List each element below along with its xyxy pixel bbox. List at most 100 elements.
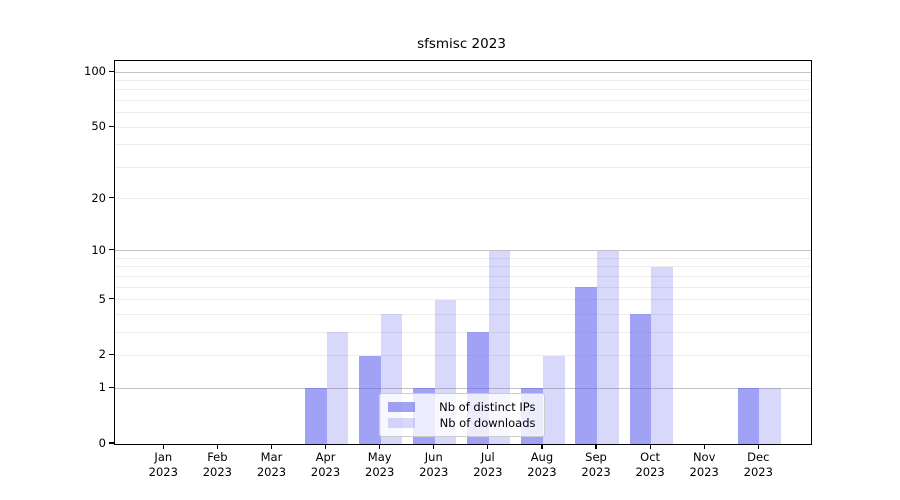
bar-downloads [651, 267, 673, 444]
x-tick-year: 2023 [527, 465, 557, 479]
plot-area: Nb of distinct IPs Nb of downloads [113, 59, 812, 445]
x-axis-tick-label: Aug 2023 [512, 450, 572, 480]
x-tick-mark [703, 444, 705, 449]
x-tick-month: Jul [480, 450, 495, 464]
gridline-minor [114, 258, 811, 259]
x-tick-month: Feb [207, 450, 228, 464]
legend: Nb of distinct IPs Nb of downloads [378, 392, 545, 437]
x-tick-mark [433, 444, 435, 449]
x-tick-month: Dec [747, 450, 770, 464]
x-axis-tick-label: Feb 2023 [187, 450, 247, 480]
x-tick-mark [270, 444, 273, 449]
y-axis-tick-label: 5 [98, 291, 106, 306]
legend-item: Nb of downloads [387, 415, 536, 431]
x-tick-month: Oct [640, 450, 661, 464]
y-tick-mark [108, 197, 114, 199]
gridline-minor [114, 100, 811, 102]
gridline-minor [114, 89, 811, 91]
x-tick-year: 2023 [743, 465, 773, 479]
gridline-minor [114, 275, 811, 277]
gridline-minor [114, 112, 811, 114]
y-tick-mark [108, 298, 114, 300]
legend-label: Nb of downloads [439, 415, 536, 430]
x-tick-year: 2023 [635, 465, 665, 479]
y-tick-mark [108, 353, 114, 356]
x-tick-mark [595, 444, 597, 449]
x-axis-tick-label: Jun 2023 [404, 450, 464, 480]
gridline-minor [114, 166, 811, 168]
x-axis-tick-label: Oct 2023 [620, 450, 680, 480]
x-tick-month: Sep [585, 450, 607, 464]
bar-downloads [326, 332, 349, 444]
x-tick-year: 2023 [365, 465, 395, 479]
x-tick-mark [541, 444, 543, 449]
bar-distinct-ips [737, 388, 760, 444]
bar-distinct-ips [359, 355, 381, 444]
x-tick-month: Aug [530, 450, 554, 464]
x-axis-tick-label: Jul 2023 [458, 450, 518, 480]
y-tick-mark [108, 249, 114, 251]
legend-swatch-distinct-ips [387, 401, 415, 412]
x-tick-mark [649, 444, 651, 449]
x-axis-tick-label: Mar 2023 [241, 450, 301, 480]
x-tick-month: Jun [424, 450, 443, 464]
y-axis-tick-label: 50 [91, 119, 106, 134]
gridline-minor [114, 354, 811, 356]
y-axis-tick-label: 100 [84, 64, 106, 79]
y-tick-mark [108, 386, 114, 388]
x-tick-year: 2023 [310, 465, 341, 479]
gridline-minor [114, 266, 811, 268]
bar-distinct-ips [629, 314, 652, 444]
gridline-major [114, 250, 811, 252]
x-axis-tick-label: Jan 2023 [133, 450, 193, 480]
gridline-minor [114, 126, 811, 128]
x-tick-month: Apr [315, 450, 336, 464]
y-axis-tick-label: 2 [98, 347, 106, 362]
gridline-minor [114, 299, 811, 301]
x-tick-year: 2023 [473, 465, 503, 479]
x-tick-year: 2023 [581, 465, 611, 479]
x-tick-year: 2023 [689, 465, 719, 479]
y-axis-tick-label: 1 [98, 380, 106, 395]
bar-distinct-ips [304, 388, 327, 444]
bar-downloads [597, 250, 619, 444]
y-axis-tick-label: 10 [91, 242, 106, 257]
bar-distinct-ips [575, 287, 597, 444]
x-tick-year: 2023 [419, 465, 449, 479]
x-tick-mark [487, 444, 489, 449]
x-tick-year: 2023 [202, 465, 233, 479]
x-tick-month: May [367, 450, 392, 464]
gridline-minor [114, 80, 811, 82]
gridline-minor [114, 198, 811, 200]
gridline-minor [114, 286, 811, 288]
x-axis-tick-label: Apr 2023 [296, 450, 356, 480]
x-axis-tick-label: Nov 2023 [674, 450, 734, 480]
legend-swatch-downloads [387, 417, 415, 428]
y-tick-mark [108, 125, 114, 127]
x-tick-mark [324, 444, 327, 449]
x-tick-mark [379, 444, 381, 449]
x-axis-tick-label: May 2023 [350, 450, 410, 480]
gridline-minor [114, 313, 811, 315]
x-tick-month: Jan [154, 450, 173, 464]
x-tick-month: Nov [692, 450, 716, 464]
gridline-minor [114, 331, 811, 333]
gridline-minor [114, 144, 811, 146]
y-axis-tick-label: 20 [91, 190, 106, 205]
x-tick-year: 2023 [148, 465, 178, 479]
x-tick-month: Mar [260, 450, 283, 464]
x-tick-mark [216, 444, 218, 449]
x-tick-year: 2023 [256, 465, 287, 479]
legend-label: Nb of distinct IPs [439, 399, 536, 414]
bar-downloads [542, 355, 565, 444]
x-tick-mark [757, 444, 759, 449]
chart-title: sfsmisc 2023 [417, 36, 506, 52]
y-tick-mark [108, 442, 114, 444]
y-tick-mark [108, 70, 114, 72]
x-axis-tick-label: Dec 2023 [728, 450, 788, 480]
gridline-major [114, 71, 811, 73]
legend-item: Nb of distinct IPs [387, 399, 536, 415]
gridline-major [114, 387, 811, 389]
x-tick-mark [162, 444, 164, 449]
